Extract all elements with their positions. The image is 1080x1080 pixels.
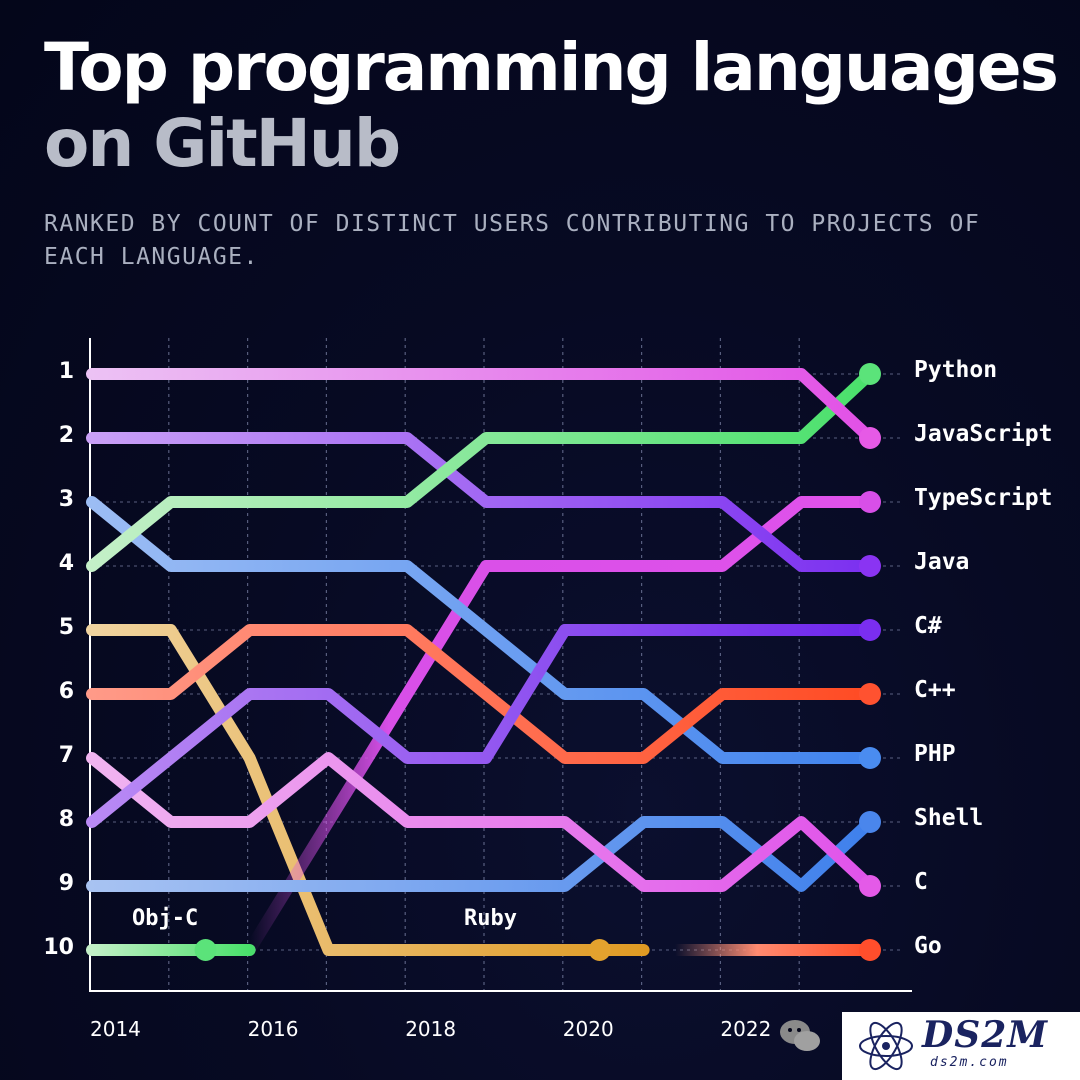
- series-label: C: [914, 869, 928, 895]
- chart-labels: Python JavaScript TypeScript Java C# C++ PHP Sh…: [43, 357, 1052, 1041]
- series-line-c: [86, 624, 876, 828]
- end-dot-go: [859, 939, 881, 961]
- chart-title-second-line: on GitHub: [44, 105, 401, 182]
- end-dot-php: [859, 747, 881, 769]
- series-end-dots: [194, 363, 881, 961]
- y-tick-label: 5: [59, 615, 74, 640]
- chart-subtitle: RANKED BY COUNT OF DISTINCT USERS CONTRI…: [44, 211, 981, 270]
- end-dot-python: [859, 363, 881, 385]
- y-tick-label: 1: [59, 359, 74, 384]
- dropout-dot-ruby: [588, 939, 611, 961]
- logo-text: DS2M: [922, 1014, 1049, 1056]
- series-label: C#: [914, 613, 942, 639]
- series-line-python: [86, 368, 876, 572]
- y-tick-label: 9: [59, 871, 74, 896]
- logo-watermark: DS2M ds2m.com: [842, 1012, 1080, 1080]
- x-tick-label: 2016: [248, 1017, 299, 1041]
- x-tick-label: 2014: [90, 1017, 141, 1041]
- series-line-java: [86, 432, 876, 572]
- end-dot-c: [859, 683, 881, 705]
- dropout-dot-objc: [194, 939, 217, 961]
- end-dot-c: [859, 875, 881, 897]
- series-line-php: [86, 496, 876, 764]
- x-tick-label: 2020: [563, 1017, 614, 1041]
- y-tick-label: 2: [59, 423, 74, 448]
- series-label: PHP: [914, 741, 956, 767]
- series-label: TypeScript: [914, 485, 1052, 511]
- y-tick-label: 7: [59, 743, 74, 768]
- y-tick-label: 8: [59, 807, 74, 832]
- annotation-label: Ruby: [464, 906, 517, 931]
- series-line-shell: [86, 816, 876, 892]
- end-dot-java: [859, 555, 881, 577]
- end-dot-c: [859, 619, 881, 641]
- atom-logo-icon: [859, 1021, 913, 1071]
- series-line-c: [86, 752, 876, 892]
- logo-subtext: ds2m.com: [930, 1055, 1009, 1070]
- annotation-label: Obj-C: [132, 906, 198, 931]
- series-label: Shell: [914, 805, 983, 831]
- series-line-javascript: [86, 368, 876, 444]
- series-label: Java: [914, 549, 969, 575]
- x-tick-label: 2018: [405, 1017, 456, 1041]
- y-tick-label: 3: [59, 487, 74, 512]
- title-block: Top programming languages on GitHub: [44, 29, 1059, 182]
- end-dot-typescript: [859, 491, 881, 513]
- series-label: C++: [914, 677, 956, 703]
- series-line-c: [86, 624, 876, 764]
- y-tick-label: 6: [59, 679, 74, 704]
- series-line-ruby: [86, 624, 650, 956]
- chart-title: Top programming languages: [44, 29, 1059, 106]
- chat-watermark-icon: [780, 1020, 820, 1051]
- series-lines: [86, 368, 876, 956]
- series-label: JavaScript: [914, 421, 1052, 447]
- y-tick-label: 10: [43, 935, 74, 960]
- series-label: Python: [914, 357, 997, 383]
- end-dot-javascript: [859, 427, 881, 449]
- end-dot-shell: [859, 811, 881, 833]
- series-label: Go: [914, 933, 942, 959]
- y-tick-label: 4: [59, 551, 74, 576]
- x-tick-label: 2022: [720, 1017, 771, 1041]
